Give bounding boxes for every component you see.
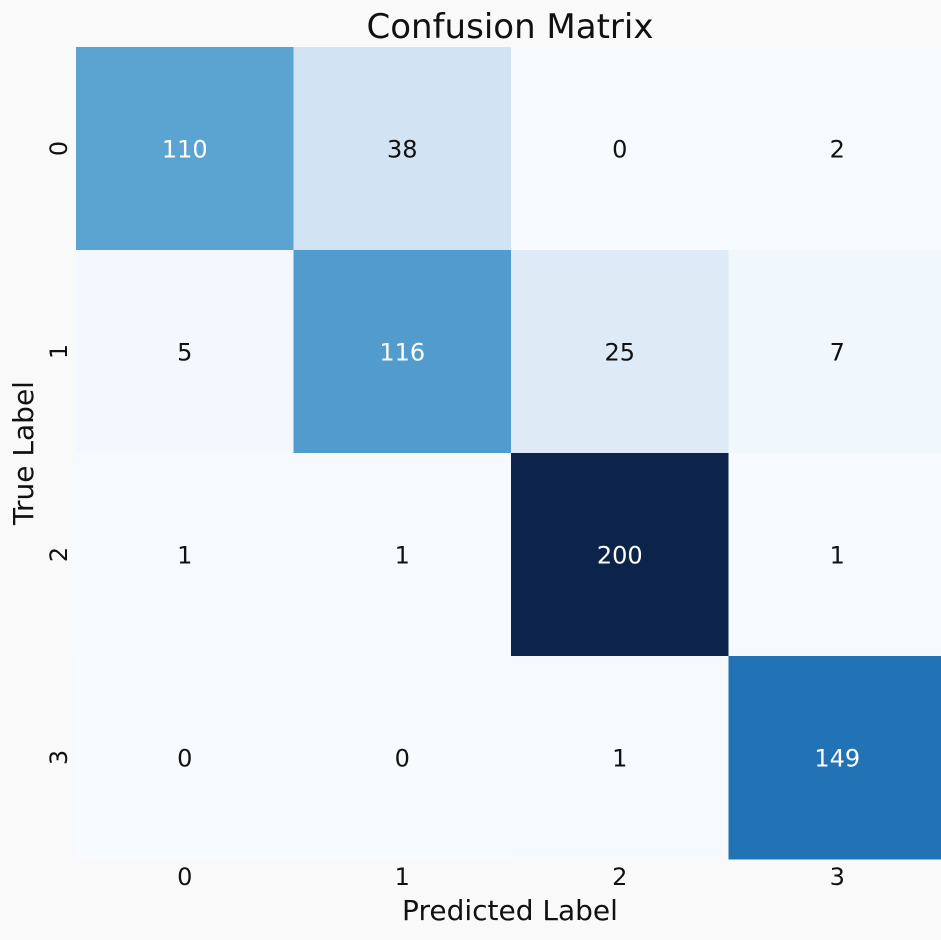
x-tick-label-2: 2: [612, 863, 627, 891]
cell-value-label-r0-c3: 2: [830, 136, 845, 164]
cell-value-label-r0-c2: 0: [612, 136, 627, 164]
cell-value-label-r3-c1: 0: [395, 745, 410, 773]
cell-value-label-r1-c0: 5: [177, 339, 192, 367]
y-axis-label: True Label: [7, 381, 40, 526]
chart-title: Confusion Matrix: [367, 7, 654, 47]
cell-value-label-r0-c1: 38: [387, 136, 418, 164]
y-tick-label-0: 0: [45, 141, 73, 156]
y-tick-label-2: 2: [45, 547, 73, 562]
x-tick-label-1: 1: [395, 863, 410, 891]
cell-value-label-r1-c1: 116: [379, 339, 425, 367]
cell-value-label-r1-c2: 25: [604, 339, 635, 367]
heatmap-cells: [76, 47, 941, 860]
y-tick-label-1: 1: [45, 344, 73, 359]
x-tick-label-3: 3: [830, 863, 845, 891]
y-tick-label-3: 3: [45, 750, 73, 765]
cell-value-label-r1-c3: 7: [830, 339, 845, 367]
x-tick-label-0: 0: [177, 863, 192, 891]
cell-value-label-r2-c2: 200: [597, 542, 643, 570]
cell-value-label-r2-c3: 1: [830, 542, 845, 570]
cell-value-label-r0-c0: 110: [162, 136, 208, 164]
cell-value-label-r3-c2: 1: [612, 745, 627, 773]
y-tick-labels: 0 1 2 3: [45, 141, 73, 765]
cell-value-label-r2-c1: 1: [395, 542, 410, 570]
cell-value-label-r2-c0: 1: [177, 542, 192, 570]
cell-value-label-r3-c3: 149: [814, 745, 860, 773]
x-axis-label: Predicted Label: [402, 894, 618, 927]
cell-value-label-r3-c0: 0: [177, 745, 192, 773]
x-tick-labels: 0 1 2 3: [177, 863, 845, 891]
